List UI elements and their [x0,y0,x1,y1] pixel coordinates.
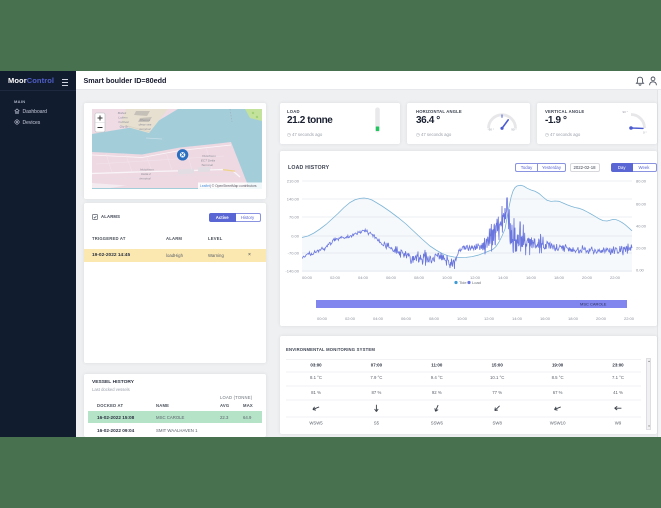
svg-text:14:00: 14:00 [512,316,523,321]
svg-text:140.00: 140.00 [287,197,300,202]
svg-text:8.5 °C: 8.5 °C [552,375,564,380]
svg-text:0 °: 0 ° [643,131,648,135]
svg-text:67 %: 67 % [553,390,563,395]
svg-text:Terminal: Terminal [201,163,213,167]
svg-text:04:00: 04:00 [358,275,369,280]
svg-text:Hutchison: Hutchison [202,154,216,158]
svg-text:04:00: 04:00 [373,316,384,321]
svg-text:10.1 °C: 10.1 °C [490,375,504,380]
svg-text:terminal: terminal [139,177,150,181]
svg-text:Qty Br: Qty Br [120,125,130,129]
svg-text:15:00: 15:00 [492,363,504,368]
svg-text:Leaflet: Leaflet [200,184,210,188]
svg-text:10:00: 10:00 [457,316,468,321]
svg-text:Rhenus: Rhenus [140,118,151,122]
svg-text:18:00: 18:00 [554,275,565,280]
svg-text:20:00: 20:00 [596,316,607,321]
svg-text:-90 °: -90 ° [487,127,494,131]
svg-text:40.00: 40.00 [636,224,647,229]
svg-text:10:00: 10:00 [442,275,453,280]
svg-text:ECT Delta: ECT Delta [201,159,216,163]
svg-text:S5: S5 [374,421,380,426]
svg-text:8.1 °C: 8.1 °C [310,375,322,380]
svg-text:W9: W9 [615,421,622,426]
svg-text:81 %: 81 % [311,390,321,395]
svg-text:12:00: 12:00 [484,316,495,321]
svg-text:18:00: 18:00 [568,316,579,321]
svg-text:87 %: 87 % [372,390,382,395]
svg-text:Delta 2: Delta 2 [141,172,151,176]
svg-text:MSC CAROLE: MSC CAROLE [580,302,607,307]
svg-text:06:00: 06:00 [401,316,412,321]
svg-text:70.00: 70.00 [289,215,300,220]
svg-text:| © OpenStreetMap contributors: | © OpenStreetMap contributors [210,184,257,188]
svg-text:Cultival: Cultival [118,120,128,124]
svg-text:Load: Load [472,280,481,285]
svg-text:08:00: 08:00 [429,316,440,321]
svg-text:7.9 °C: 7.9 °C [370,375,382,380]
svg-text:00:00: 00:00 [302,275,313,280]
svg-text:90 °: 90 ° [623,110,629,114]
svg-text:-140.00: -140.00 [285,269,299,274]
svg-text:23:00: 23:00 [612,363,624,368]
svg-text:Botlek: Botlek [118,111,127,115]
svg-text:02:00: 02:00 [345,316,356,321]
svg-text:deep sea: deep sea [139,123,152,127]
svg-text:Hutchison: Hutchison [140,168,154,172]
svg-text:0.00: 0.00 [636,268,645,273]
svg-text:16:00: 16:00 [526,275,537,280]
svg-text:22:00: 22:00 [624,316,635,321]
svg-text:9.4 °C: 9.4 °C [431,375,443,380]
svg-text:-70.00: -70.00 [288,251,300,256]
svg-text:06:00: 06:00 [386,275,397,280]
svg-text:02:00: 02:00 [330,275,341,280]
svg-text:Tide: Tide [459,280,467,285]
svg-text:80.00: 80.00 [636,179,647,184]
svg-text:00:00: 00:00 [317,316,328,321]
svg-text:92 %: 92 % [432,390,442,395]
svg-text:WSW5: WSW5 [309,421,323,426]
svg-text:Lulters: Lulters [118,116,128,120]
svg-text:14:00: 14:00 [498,275,509,280]
svg-text:210.00: 210.00 [287,179,300,184]
svg-text:03:00: 03:00 [310,363,322,368]
svg-text:WSW10: WSW10 [550,421,566,426]
svg-text:20:00: 20:00 [582,275,593,280]
svg-text:SSW6: SSW6 [431,421,444,426]
svg-text:terminal: terminal [139,127,150,131]
svg-text:07:00: 07:00 [371,363,383,368]
svg-text:41 %: 41 % [613,390,623,395]
svg-text:0.00: 0.00 [291,234,300,239]
svg-text:11:00: 11:00 [431,363,443,368]
svg-text:16:00: 16:00 [540,316,551,321]
svg-text:22:00: 22:00 [610,275,621,280]
svg-text:12:00: 12:00 [470,275,481,280]
svg-text:SW8: SW8 [493,421,503,426]
svg-text:60.00: 60.00 [636,202,647,207]
svg-text:90 °: 90 ° [511,127,517,131]
svg-text:08:00: 08:00 [414,275,425,280]
svg-text:77 %: 77 % [492,390,502,395]
svg-text:20.00: 20.00 [636,246,647,251]
svg-text:19:00: 19:00 [552,363,564,368]
svg-text:7.1 °C: 7.1 °C [612,375,624,380]
